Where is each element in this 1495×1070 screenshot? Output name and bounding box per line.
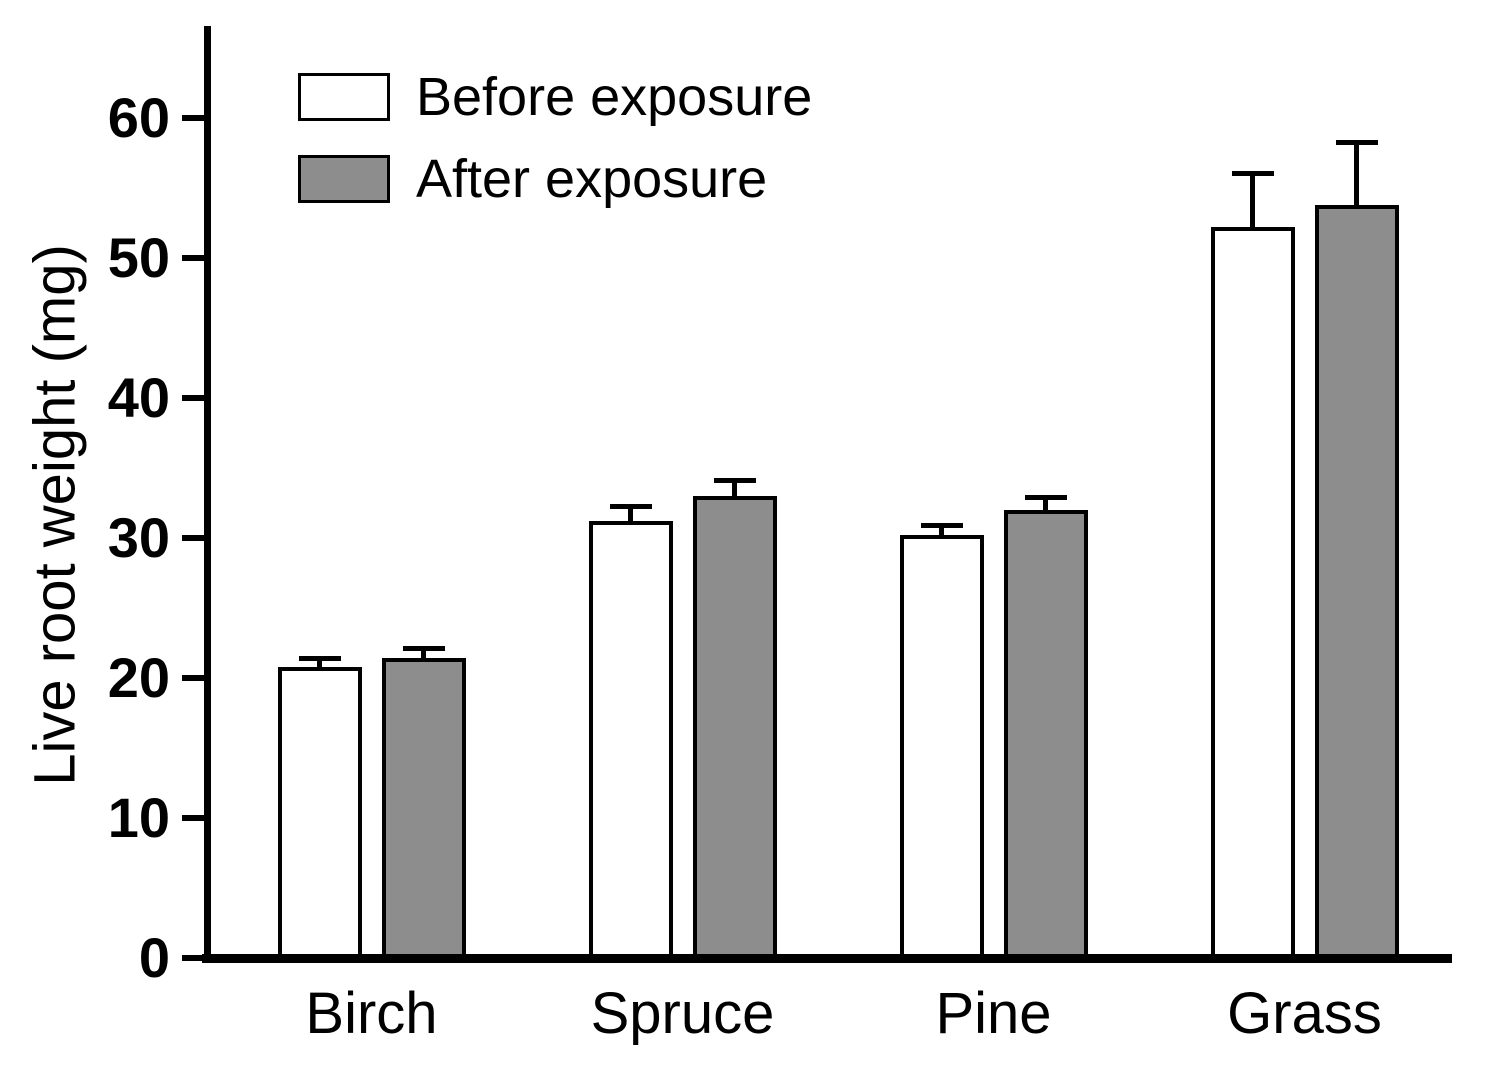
bar-after-exposure-birch xyxy=(381,658,466,958)
y-tick-label-60: 60 xyxy=(107,86,170,149)
bar-before-exposure-pine xyxy=(899,535,984,958)
bar-after-exposure-spruce xyxy=(692,496,777,958)
error-bar-after-exposure-spruce xyxy=(732,477,737,496)
error-bar-before-exposure-spruce xyxy=(628,504,633,522)
error-cap-before-exposure-grass xyxy=(1231,171,1274,177)
y-tick-label-50: 50 xyxy=(107,226,170,289)
y-tick-label-30: 30 xyxy=(107,506,170,569)
x-category-label-spruce: Spruce xyxy=(590,981,775,1046)
error-cap-before-exposure-birch xyxy=(298,655,341,661)
y-tick-label-0: 0 xyxy=(138,926,170,989)
y-tick-mark-50 xyxy=(182,255,208,261)
bar-after-exposure-pine xyxy=(1003,510,1088,958)
legend: Before exposure After exposure xyxy=(298,62,812,214)
error-cap-after-exposure-pine xyxy=(1024,494,1067,500)
bar-before-exposure-grass xyxy=(1210,227,1295,958)
x-category-label-birch: Birch xyxy=(305,981,438,1046)
y-tick-mark-30 xyxy=(182,535,208,541)
error-cap-after-exposure-birch xyxy=(402,645,445,651)
x-category-label-pine: Pine xyxy=(935,981,1052,1046)
y-axis-line xyxy=(204,26,211,963)
y-tick-label-40: 40 xyxy=(107,366,170,429)
legend-swatch-before xyxy=(298,73,390,121)
y-tick-label-10: 10 xyxy=(107,786,170,849)
x-axis-line xyxy=(202,954,1452,963)
legend-item-before: Before exposure xyxy=(298,62,812,132)
error-cap-before-exposure-pine xyxy=(920,522,963,528)
y-tick-mark-20 xyxy=(182,675,208,681)
legend-swatch-after xyxy=(298,155,390,203)
legend-item-after: After exposure xyxy=(298,144,812,214)
error-cap-before-exposure-spruce xyxy=(609,504,652,510)
error-bar-before-exposure-grass xyxy=(1250,171,1255,228)
error-bar-after-exposure-birch xyxy=(421,645,426,659)
y-tick-mark-0 xyxy=(182,955,208,961)
error-bar-before-exposure-birch xyxy=(317,655,322,667)
error-cap-after-exposure-spruce xyxy=(713,477,756,483)
y-tick-mark-10 xyxy=(182,815,208,821)
y-tick-label-20: 20 xyxy=(107,646,170,709)
x-category-label-grass: Grass xyxy=(1227,981,1382,1046)
error-bar-after-exposure-grass xyxy=(1354,140,1359,205)
error-cap-after-exposure-grass xyxy=(1335,140,1378,146)
bar-after-exposure-grass xyxy=(1314,204,1399,958)
bar-before-exposure-spruce xyxy=(588,521,673,958)
error-bar-after-exposure-pine xyxy=(1043,494,1048,510)
legend-label-after: After exposure xyxy=(416,149,768,209)
y-tick-mark-40 xyxy=(182,395,208,401)
legend-label-before: Before exposure xyxy=(416,67,813,127)
bar-before-exposure-birch xyxy=(277,666,362,958)
error-bar-before-exposure-pine xyxy=(939,522,944,536)
y-tick-mark-60 xyxy=(182,115,208,121)
